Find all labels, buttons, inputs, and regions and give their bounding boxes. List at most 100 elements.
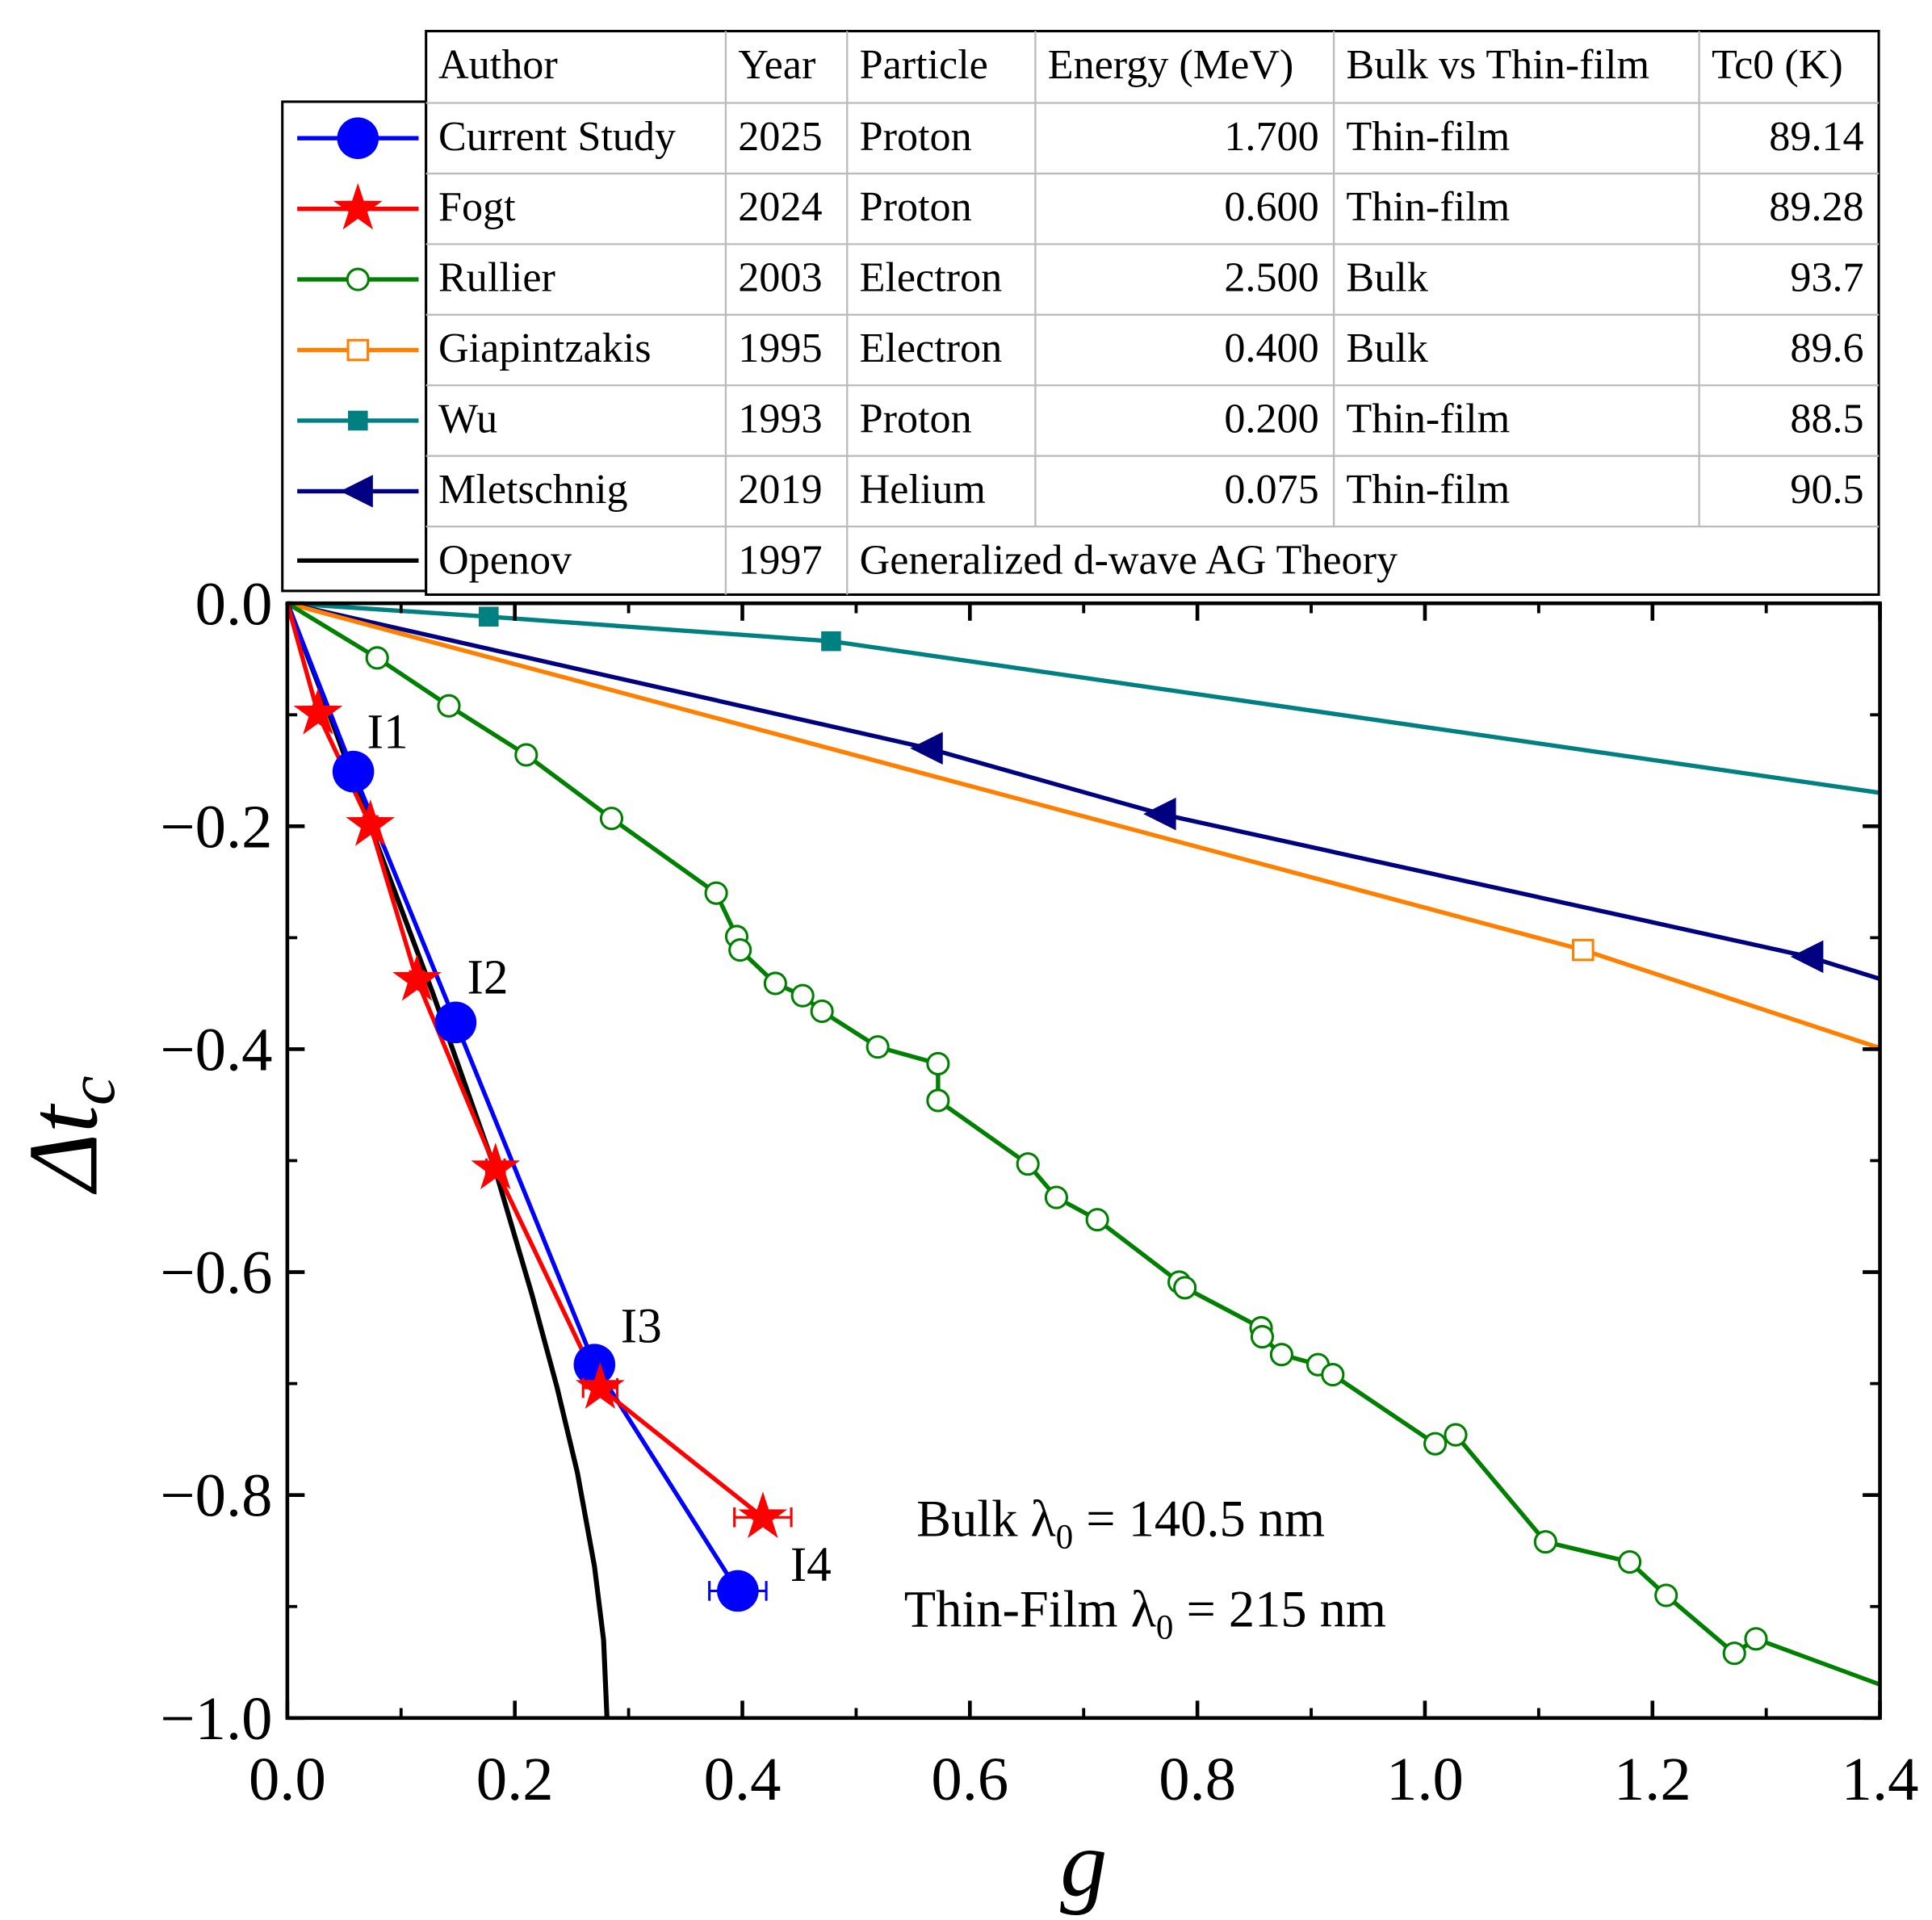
table-cell: Mletschnig	[438, 467, 628, 513]
data-point-rullier	[1269, 1343, 1293, 1367]
annotations: I1 I2 I3 I4 Bulk λ0 = 140.5 nm Thin-Film λ0 =…	[367, 705, 1386, 1647]
data-point-wu	[821, 631, 841, 652]
table-cell: 89.6	[1790, 325, 1863, 371]
table-cell: 88.5	[1790, 396, 1863, 442]
x-tick-label: 0.8	[1159, 1745, 1236, 1813]
data-point-rullier	[810, 999, 834, 1024]
legend-marker	[337, 117, 379, 159]
x-tick-label: 0.0	[249, 1745, 326, 1813]
data-point-rullier	[1085, 1208, 1109, 1232]
legend-marker	[333, 182, 383, 230]
table-header: Particle	[860, 42, 988, 88]
data-point-rullier	[1423, 1432, 1448, 1456]
data-point-rullier	[1618, 1549, 1642, 1574]
data-point-fogt	[738, 1491, 788, 1539]
data-point-rullier	[1173, 1276, 1197, 1300]
table-cell: 1.700	[1224, 114, 1318, 160]
data-point-wu	[479, 606, 499, 627]
data-point-rullier	[926, 1051, 950, 1075]
table-cell: 90.5	[1790, 467, 1863, 513]
y-tick-label: −0.4	[160, 1016, 272, 1084]
table-cell: 2024	[738, 184, 822, 230]
data-point-mletschnig	[910, 732, 943, 765]
x-tick-label: 0.4	[704, 1745, 782, 1813]
legend-marker	[346, 267, 370, 291]
data-point-rullier	[1044, 1185, 1068, 1209]
series-line-fogt	[285, 602, 765, 1520]
data-point-rullier	[1444, 1423, 1468, 1447]
table-cell: 2019	[738, 467, 822, 513]
y-tick-label: 0.0	[195, 569, 273, 638]
table-cell: Thin-film	[1346, 184, 1510, 230]
x-tick-label: 1.4	[1842, 1745, 1919, 1813]
table-cell: Proton	[860, 114, 972, 160]
table-cell: 0.600	[1224, 184, 1318, 230]
table-cell: 0.075	[1224, 467, 1318, 513]
table-cell: 2.500	[1224, 255, 1318, 301]
y-tick-label: −0.2	[160, 792, 272, 861]
table-header: Tc0 (K)	[1712, 42, 1843, 88]
data-point-fogt	[293, 687, 343, 735]
data-point-fogt	[346, 799, 396, 846]
x-tick-label: 0.6	[931, 1745, 1008, 1813]
table-cell: 2025	[738, 114, 822, 160]
plot-frame	[285, 601, 1882, 1721]
series-line-mletschnig	[287, 601, 1881, 982]
table-cell: 0.400	[1224, 325, 1318, 371]
table-cell: 89.14	[1769, 114, 1863, 160]
data-point-rullier	[599, 807, 624, 831]
data-point-rullier	[1016, 1152, 1040, 1176]
table-cell: Thin-film	[1346, 467, 1510, 513]
data-point-rullier	[1654, 1583, 1678, 1608]
series-line-giapintzakis	[287, 601, 1881, 1050]
data-point-mletschnig	[1790, 940, 1824, 974]
legend-marker	[348, 410, 368, 431]
legend-marker	[340, 475, 373, 508]
table-cell: 1997	[738, 537, 822, 583]
table-cell: 1995	[738, 325, 822, 371]
table-cell: Wu	[438, 396, 497, 442]
annotation-label: I2	[467, 950, 509, 1004]
data-point-rullier	[365, 646, 389, 670]
table-cell: Generalized d-wave AG Theory	[860, 537, 1398, 583]
table-header: Author	[438, 42, 558, 88]
table-cell: Rullier	[438, 255, 555, 301]
table-cell: 93.7	[1790, 255, 1863, 301]
table-cell: Openov	[438, 537, 572, 583]
data-point-fogt	[575, 1362, 625, 1409]
table-cell: Thin-film	[1346, 114, 1510, 160]
legend-marker	[346, 338, 370, 362]
x-tick-label: 0.2	[476, 1745, 554, 1813]
data-point-rullier	[926, 1088, 950, 1113]
x-tick-label: 1.2	[1614, 1745, 1691, 1813]
data-point-giapintzakis	[1572, 938, 1595, 962]
data-point-rullier	[1722, 1641, 1746, 1666]
data-point-rullier	[437, 694, 461, 718]
data-point-rullier	[1250, 1325, 1275, 1349]
data-point-rullier	[514, 743, 539, 767]
data-point-rullier	[1744, 1627, 1768, 1651]
table-cell: Proton	[860, 184, 972, 230]
data-point-rullier	[728, 938, 752, 962]
annotation-label: I1	[367, 705, 409, 760]
table-frame	[425, 29, 1880, 597]
data-point-current-study	[332, 750, 375, 793]
data-point-rullier	[763, 971, 787, 996]
y-tick-label: −0.8	[160, 1461, 272, 1530]
table-cell: Bulk	[1346, 325, 1428, 371]
data-point-rullier	[790, 983, 815, 1008]
table-cell: Giapintzakis	[438, 325, 652, 371]
data-point-rullier	[1533, 1530, 1557, 1554]
table-cell: 2003	[738, 255, 822, 301]
table-header: Energy (MeV)	[1048, 42, 1294, 88]
table-header: Bulk vs Thin-film	[1346, 42, 1649, 88]
data-point-current-study	[717, 1570, 759, 1612]
legend-table: Author Year Particle Energy (MeV) Bulk vs Th…	[281, 29, 1880, 597]
table-cell: Thin-film	[1346, 396, 1510, 442]
data-point-current-study	[573, 1344, 616, 1386]
table-cell: Helium	[860, 467, 986, 513]
lambda-note: Thin-Film λ0 = 215 nm	[904, 1580, 1386, 1646]
y-tick-label: −0.6	[160, 1239, 272, 1307]
annotation-label: I3	[621, 1299, 662, 1354]
data-point-fogt	[392, 954, 442, 1001]
